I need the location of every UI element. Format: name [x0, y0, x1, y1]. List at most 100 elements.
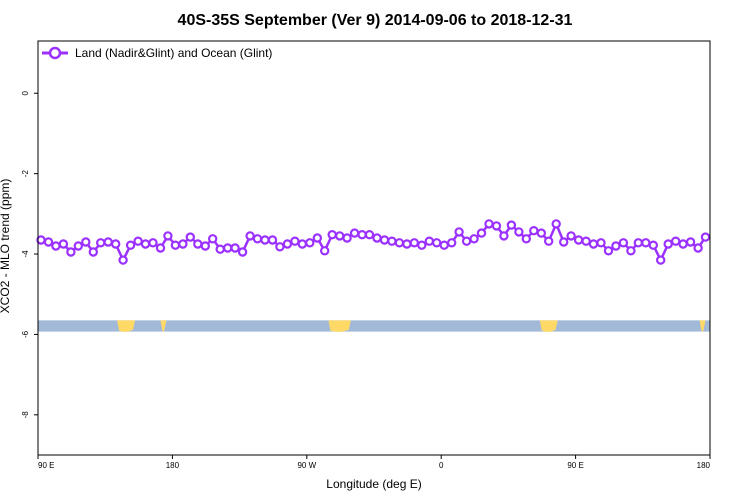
plot-frame	[37, 40, 711, 456]
data-point	[551, 219, 561, 229]
data-point	[656, 255, 666, 265]
data-point	[469, 234, 479, 244]
data-point	[245, 231, 255, 241]
x-tick-label: 180	[166, 461, 180, 470]
data-point	[588, 239, 599, 249]
data-point	[170, 240, 181, 250]
data-point	[559, 237, 569, 247]
land-patch-new-zealand-2	[699, 320, 706, 332]
data-point	[133, 236, 143, 246]
data-point	[491, 221, 502, 231]
data-point	[312, 233, 322, 243]
land-patch-africa	[539, 320, 558, 332]
data-point	[140, 239, 151, 249]
data-point	[379, 235, 390, 245]
legend: Land (Nadir&Glint) and Ocean (Glint)	[42, 46, 272, 60]
data-point	[349, 228, 360, 238]
data-point	[678, 239, 688, 249]
ocean-band	[38, 320, 710, 332]
data-point	[439, 240, 449, 250]
data-point	[215, 244, 225, 254]
y-tick-label: 0	[21, 90, 30, 95]
data-point	[110, 239, 121, 249]
data-point	[648, 240, 659, 250]
data-point	[461, 236, 472, 246]
data-point	[357, 229, 367, 240]
data-point	[581, 236, 591, 246]
data-point	[320, 246, 330, 256]
x-tick-label: 90 E	[38, 461, 54, 470]
data-point	[185, 232, 195, 242]
land-patch-new-zealand	[160, 320, 167, 332]
data-point	[693, 243, 703, 253]
data-point	[125, 240, 136, 250]
data-point	[447, 238, 457, 248]
y-tick-label: -6	[21, 330, 30, 338]
data-point	[73, 241, 84, 251]
data-point	[603, 246, 614, 256]
y-tick-label: -4	[21, 250, 30, 258]
land-patch-australia	[117, 320, 136, 332]
series-layer	[36, 219, 711, 265]
x-tick-label: 0	[439, 461, 444, 470]
data-point	[424, 236, 434, 246]
data-point	[207, 234, 218, 244]
data-point	[222, 243, 233, 253]
data-point	[342, 233, 352, 243]
data-point	[514, 227, 524, 237]
data-point	[573, 235, 584, 245]
data-point	[521, 234, 532, 244]
land-patch-south-america	[328, 320, 351, 332]
data-point	[432, 238, 442, 248]
data-point	[596, 238, 606, 248]
data-point	[305, 238, 315, 248]
data-point	[66, 247, 76, 257]
data-point	[230, 243, 240, 253]
data-point	[626, 246, 636, 256]
data-point	[685, 237, 696, 247]
data-point	[700, 232, 711, 242]
data-point	[51, 241, 61, 251]
data-point	[641, 238, 651, 248]
data-point	[364, 229, 375, 240]
data-point	[499, 231, 509, 241]
data-point	[155, 243, 166, 253]
data-point	[394, 238, 405, 248]
y-tick-label: -2	[21, 170, 30, 178]
data-point	[484, 219, 494, 229]
data-point	[544, 236, 554, 246]
data-point	[282, 239, 293, 249]
data-point	[671, 236, 681, 246]
data-point	[260, 235, 270, 245]
data-point	[103, 237, 113, 247]
data-point	[118, 255, 128, 265]
data-point	[372, 233, 382, 243]
y-axis-label: XCO2 - MLO trend (ppm)	[0, 179, 12, 314]
data-point	[95, 238, 106, 248]
data-point	[476, 228, 487, 238]
data-point	[58, 239, 69, 249]
data-point	[506, 220, 517, 230]
data-point	[611, 241, 621, 251]
data-point	[163, 231, 173, 241]
data-point	[335, 231, 345, 241]
data-point	[290, 236, 300, 246]
data-point	[200, 241, 210, 251]
data-point	[267, 235, 278, 245]
data-point	[633, 238, 644, 248]
data-point	[81, 237, 91, 247]
x-tick-label: 180	[697, 461, 711, 470]
data-point	[409, 238, 419, 248]
data-point	[252, 234, 263, 244]
data-point	[275, 242, 285, 252]
data-point	[402, 239, 412, 249]
data-point	[566, 231, 576, 241]
data-point	[327, 229, 337, 240]
data-point	[193, 239, 203, 249]
x-tick-label: 90 W	[297, 461, 316, 470]
data-point	[618, 238, 629, 248]
x-tick-label: 90 E	[567, 461, 583, 470]
x-axis-label: Longitude (deg E)	[326, 477, 421, 491]
